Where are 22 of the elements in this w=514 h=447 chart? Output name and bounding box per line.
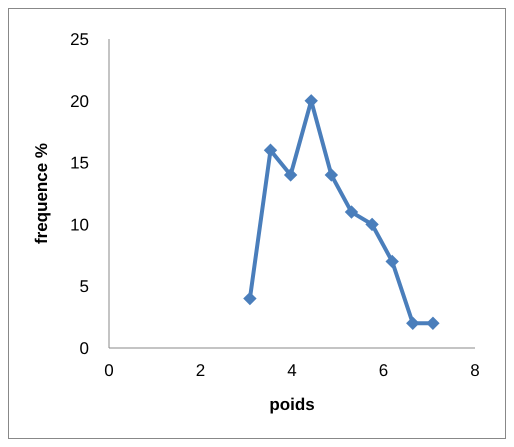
point <box>406 316 420 330</box>
point <box>426 316 440 330</box>
x-tick-label: 4 <box>287 361 297 380</box>
point <box>243 292 256 306</box>
point <box>386 254 399 268</box>
point <box>284 168 298 182</box>
point <box>366 218 379 231</box>
x-tick-label: 0 <box>104 361 114 380</box>
y-axis-title: frequence % <box>32 142 52 244</box>
y-tick-label: 20 <box>70 92 89 111</box>
y-tick-label: 10 <box>70 215 89 234</box>
y-tick-label: 15 <box>70 154 89 173</box>
x-tick-label: 2 <box>196 361 206 380</box>
x-tick-label: 6 <box>378 361 388 380</box>
y-tick-label: 25 <box>70 30 89 50</box>
y-tick-label: 0 <box>80 339 89 358</box>
point <box>344 206 358 219</box>
y-tick-label: 5 <box>80 277 89 296</box>
point <box>264 144 277 157</box>
x-tick-label: 8 <box>470 361 480 380</box>
x-axis-title: poids <box>269 395 315 414</box>
point <box>324 168 338 182</box>
